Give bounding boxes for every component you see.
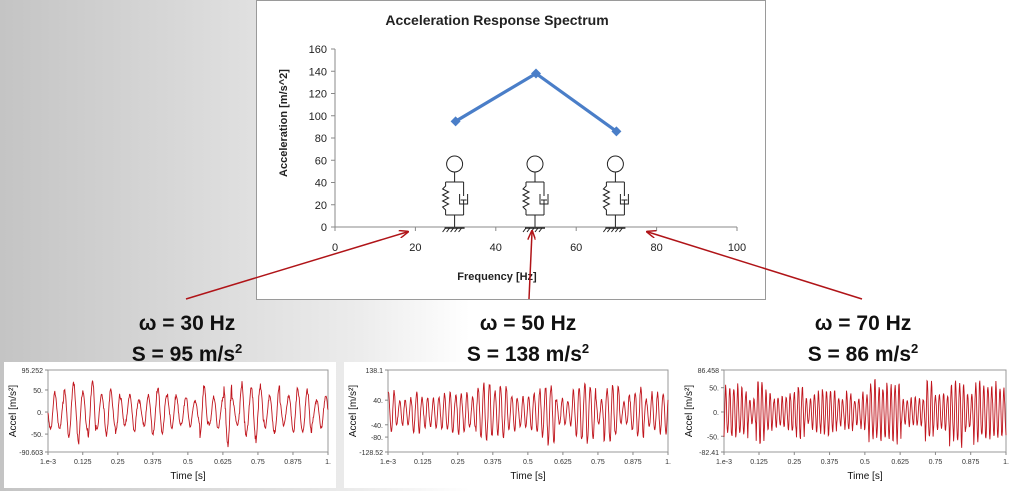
- omega-50hz: ω = 50 Hz: [479, 312, 577, 335]
- timeseries-y-tick-label: 0.: [713, 410, 719, 417]
- spectrum-x-tick-label: 80: [650, 242, 662, 254]
- spectrum-x-tick-label: 100: [728, 242, 746, 254]
- timeseries-x-tick-label: 0.25: [451, 459, 465, 466]
- spectrum-chart: Acceleration Response Spectrum 0 20 40 60 80…: [278, 12, 746, 283]
- timeseries-y-tick-label: -40.: [371, 423, 383, 430]
- timeseries-x-tick-label: 0.5: [860, 459, 870, 466]
- spectrum-y-tick-label: 160: [309, 44, 327, 56]
- spectrum-y-label: Acceleration [m/s^2]: [278, 69, 290, 177]
- timeseries-x-tick-label: 0.75: [251, 459, 265, 466]
- spectrum-y-tick-label: 0: [321, 222, 327, 234]
- arrow-70hz: [648, 232, 863, 300]
- timeseries-x-tick-label: 0.625: [891, 459, 909, 466]
- spectrum-y-tick-label: 100: [309, 111, 327, 123]
- spectrum-x-tick-label: 20: [409, 242, 421, 254]
- timeseries-frame: [723, 369, 1007, 453]
- spectrum-y-tick-label: 60: [315, 155, 327, 167]
- timeseries-y-tick-label: 50.: [709, 386, 719, 393]
- timeseries-trace: [47, 380, 329, 448]
- timeseries-x-tick-label: 0.125: [414, 459, 432, 466]
- label-30hz: ω = 30 Hz S = 95 m/s2: [92, 311, 282, 367]
- spectrum-y-tick-label: 40: [315, 178, 327, 190]
- timeseries-70hz: 86.458 50. 0. -50. -82.41 1.e-3 0.125 0.25 0.375…: [684, 368, 1009, 482]
- timeseries-x-tick-label: 0.25: [787, 459, 801, 466]
- timeseries-50hz-panel: 138.1 40. -40. -80. -128.52 1.e-3 0.125 0.25 0.3…: [344, 362, 676, 488]
- timeseries-x-tick-label: 1.e-3: [716, 459, 732, 466]
- timeseries-x-tick-label: 1.e-3: [380, 459, 396, 466]
- oscillator-icon: [521, 155, 549, 233]
- timeseries-x-tick-label: 0.125: [750, 459, 768, 466]
- timeseries-50hz: 138.1 40. -40. -80. -128.52 1.e-3 0.125 0.25 0.3…: [348, 368, 671, 482]
- s-70hz: S = 86 m/s2: [807, 341, 919, 366]
- timeseries-x-tick-label: 1.: [325, 459, 331, 466]
- timeseries-x-tick-label: 0.625: [214, 459, 232, 466]
- timeseries-y-label: Accel [m/s²]: [348, 385, 359, 437]
- timeseries-x-tick-label: 0.75: [929, 459, 943, 466]
- oscillator-icon: [602, 155, 629, 233]
- timeseries-y-tick-label: -128.52: [359, 450, 383, 457]
- timeseries-30hz-panel: 95.252 50. 0. -50. -90.603 1.e-3 0.125 0.25 0.37…: [4, 362, 336, 488]
- timeseries-trace: [723, 378, 1007, 448]
- oscillator-icon: [441, 155, 469, 233]
- timeseries-x-tick-label: 1.: [665, 459, 671, 466]
- timeseries-x-label: Time [s]: [170, 471, 205, 482]
- timeseries-x-tick-label: 0.75: [591, 459, 605, 466]
- spectrum-x-tick-label: 60: [570, 242, 582, 254]
- spectrum-point: [531, 68, 541, 79]
- timeseries-y-tick-label: 95.252: [22, 368, 44, 375]
- timeseries-30hz: 95.252 50. 0. -50. -90.603 1.e-3 0.125 0.25 0.37…: [8, 368, 331, 482]
- timeseries-y-tick-label: 0.: [37, 410, 43, 417]
- timeseries-x-label: Time [s]: [847, 471, 882, 482]
- timeseries-x-tick-label: 0.25: [111, 459, 125, 466]
- timeseries-y-tick-label: -80.: [371, 435, 383, 442]
- label-50hz: ω = 50 Hz S = 138 m/s2: [428, 311, 628, 367]
- timeseries-y-tick-label: 86.458: [698, 368, 720, 375]
- spectrum-title: Acceleration Response Spectrum: [385, 12, 608, 28]
- timeseries-x-label: Time [s]: [510, 471, 545, 482]
- omega-70hz: ω = 70 Hz: [814, 312, 912, 335]
- timeseries-trace: [387, 382, 669, 446]
- timeseries-y-label: Accel [m/s²]: [684, 385, 695, 437]
- omega-30hz: ω = 30 Hz: [138, 312, 236, 335]
- timeseries-x-tick-label: 0.5: [183, 459, 193, 466]
- spectrum-chart-panel: Acceleration Response Spectrum 0 20 40 60 80…: [256, 0, 766, 300]
- spectrum-x-tick-label: 0: [332, 242, 338, 254]
- spectrum-x-label: Frequency [Hz]: [457, 271, 537, 283]
- timeseries-x-tick-label: 0.375: [484, 459, 502, 466]
- timeseries-y-tick-label: -82.41: [699, 450, 719, 457]
- s-50hz: S = 138 m/s2: [466, 341, 590, 366]
- spectrum-point: [611, 126, 622, 137]
- arrow-30hz: [185, 232, 407, 300]
- arrow-50hz: [529, 232, 532, 300]
- timeseries-y-tick-label: 50.: [33, 388, 43, 395]
- spectrum-y-tick-label: 140: [309, 66, 327, 78]
- timeseries-y-tick-label: -50.: [707, 434, 719, 441]
- timeseries-x-tick-label: 0.875: [284, 459, 302, 466]
- timeseries-frame: [387, 369, 669, 453]
- spectrum-x-tick-label: 40: [490, 242, 502, 254]
- spectrum-point: [450, 116, 461, 127]
- timeseries-x-tick-label: 0.5: [523, 459, 533, 466]
- label-70hz: ω = 70 Hz S = 86 m/s2: [768, 311, 958, 367]
- spectrum-y-tick-label: 80: [315, 133, 327, 145]
- timeseries-x-tick-label: 0.375: [144, 459, 162, 466]
- timeseries-x-tick-label: 1.: [1003, 459, 1009, 466]
- timeseries-70hz-panel: 86.458 50. 0. -50. -82.41 1.e-3 0.125 0.25 0.375…: [680, 362, 1014, 488]
- timeseries-y-tick-label: 40.: [373, 398, 383, 405]
- s-30hz: S = 95 m/s2: [131, 341, 243, 366]
- timeseries-x-tick-label: 0.375: [821, 459, 839, 466]
- timeseries-x-tick-label: 0.875: [962, 459, 980, 466]
- timeseries-x-tick-label: 0.875: [624, 459, 642, 466]
- timeseries-x-tick-label: 0.125: [74, 459, 92, 466]
- spectrum-y-tick-label: 120: [309, 89, 327, 101]
- timeseries-y-label: Accel [m/s²]: [8, 385, 19, 437]
- timeseries-y-tick-label: 138.1: [365, 368, 383, 375]
- timeseries-x-tick-label: 1.e-3: [40, 459, 56, 466]
- timeseries-y-tick-label: -50.: [31, 432, 43, 439]
- spectrum-y-tick-label: 20: [315, 200, 327, 212]
- timeseries-y-tick-label: -90.603: [19, 450, 43, 457]
- timeseries-x-tick-label: 0.625: [554, 459, 572, 466]
